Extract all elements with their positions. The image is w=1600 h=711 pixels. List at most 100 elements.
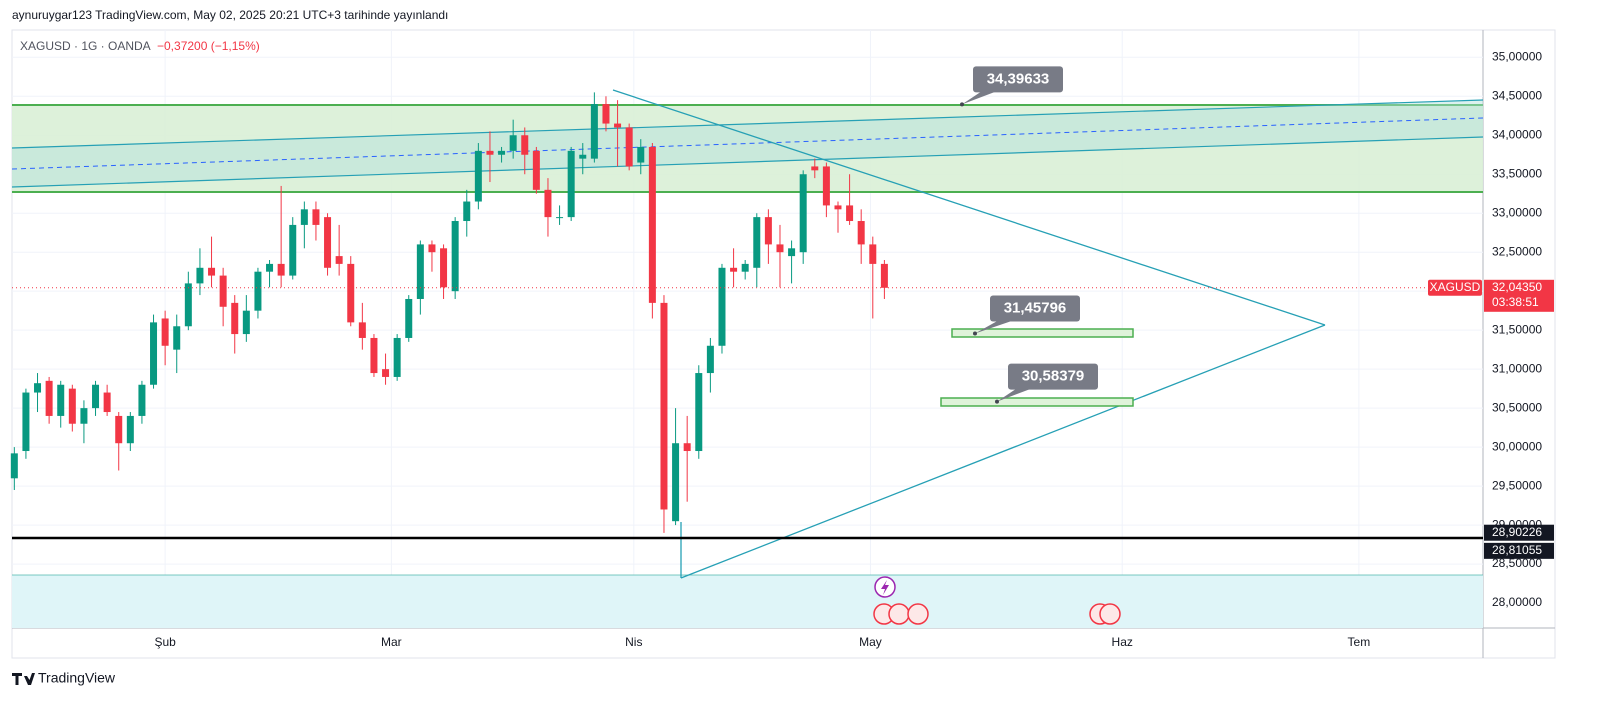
candle-body bbox=[602, 104, 610, 124]
callout-box bbox=[1008, 363, 1098, 390]
candle-body bbox=[730, 267, 738, 272]
triangle-line bbox=[612, 89, 1326, 326]
candle-body bbox=[590, 104, 598, 159]
candle-body bbox=[625, 127, 633, 167]
candle-body bbox=[347, 263, 355, 323]
candle-body bbox=[498, 150, 506, 155]
candle-body bbox=[428, 244, 436, 253]
target-box bbox=[951, 328, 1134, 338]
candle-body bbox=[660, 302, 668, 510]
candle-body bbox=[614, 123, 622, 128]
y-tick-label: 32,50000 bbox=[1492, 244, 1542, 258]
candle-body bbox=[92, 384, 100, 409]
candle-body bbox=[184, 283, 192, 327]
channel-line bbox=[11, 136, 1484, 188]
y-tick-label: 33,50000 bbox=[1492, 166, 1542, 180]
candle-body bbox=[34, 383, 42, 393]
candle-body bbox=[219, 275, 227, 307]
x-tick-label: Mar bbox=[381, 635, 402, 649]
y-tick-label: 30,50000 bbox=[1492, 400, 1542, 414]
y-tick-label: 34,00000 bbox=[1492, 127, 1542, 141]
x-tick-label: Nis bbox=[625, 635, 642, 649]
candle-body bbox=[196, 267, 204, 284]
candle-body bbox=[637, 146, 645, 163]
event-icon-bolt bbox=[881, 580, 889, 595]
candle-body bbox=[231, 302, 239, 335]
candle-body bbox=[788, 248, 796, 257]
candle-body bbox=[173, 326, 181, 350]
candle-body bbox=[869, 244, 877, 264]
drawings bbox=[11, 89, 1484, 628]
candle-body bbox=[57, 384, 65, 416]
last-price-symbol: XAGUSD bbox=[1430, 280, 1481, 294]
level-label: 28,90226 bbox=[1492, 525, 1542, 539]
economic-events[interactable] bbox=[873, 603, 1121, 625]
candle-body bbox=[161, 318, 169, 346]
candle-body bbox=[648, 146, 656, 303]
callout-pointer bbox=[975, 319, 1016, 334]
channel bbox=[12, 100, 1483, 187]
candle-body bbox=[695, 373, 703, 452]
y-tick-label: 28,00000 bbox=[1492, 595, 1542, 609]
candle-body bbox=[672, 443, 680, 522]
candle-body bbox=[440, 248, 448, 288]
last-price-tag bbox=[1428, 279, 1482, 296]
candle-body bbox=[521, 135, 529, 155]
callout-pointer bbox=[997, 387, 1034, 402]
callout-anchor bbox=[960, 102, 964, 107]
candle-body bbox=[544, 189, 552, 218]
y-tick-label: 28,50000 bbox=[1492, 556, 1542, 570]
callout-box bbox=[973, 66, 1063, 93]
last-price-label: 32,04350 bbox=[1492, 280, 1542, 294]
y-tick-label: 34,50000 bbox=[1492, 88, 1542, 102]
y-tick-label: 30,00000 bbox=[1492, 439, 1542, 453]
candle-body bbox=[753, 217, 761, 268]
channel-mid bbox=[11, 117, 1484, 170]
candle-body bbox=[382, 369, 390, 377]
x-tick-label: Haz bbox=[1112, 635, 1133, 649]
channel-line bbox=[11, 99, 1484, 149]
target-box bbox=[940, 397, 1134, 407]
callout-box bbox=[990, 295, 1080, 322]
candle-body bbox=[811, 166, 819, 171]
candle-body bbox=[567, 150, 575, 218]
frame bbox=[11, 29, 1556, 659]
x-tick-label: Tem bbox=[1348, 635, 1371, 649]
callout-label: 31,45796 bbox=[1004, 299, 1067, 316]
candle-body bbox=[706, 345, 714, 374]
candle-body bbox=[776, 244, 784, 253]
candle-body bbox=[358, 322, 366, 338]
candle-body bbox=[266, 263, 274, 272]
candle-body bbox=[242, 310, 250, 335]
y-tick-label: 29,50000 bbox=[1492, 478, 1542, 492]
candle-body bbox=[416, 244, 424, 299]
support-zone bbox=[12, 575, 1483, 628]
candle-body bbox=[556, 217, 564, 219]
candle-body bbox=[579, 154, 587, 159]
candle-body bbox=[370, 337, 378, 374]
candle-body bbox=[764, 217, 772, 245]
level-label-box bbox=[1484, 524, 1554, 541]
candle-body bbox=[451, 221, 459, 292]
brand-logo bbox=[12, 673, 35, 685]
level-label: 28,81055 bbox=[1492, 543, 1542, 557]
candle-body bbox=[532, 150, 540, 190]
candle-body bbox=[45, 380, 53, 416]
candle-body bbox=[208, 267, 216, 276]
callout-label: 30,58379 bbox=[1022, 368, 1085, 385]
brand: TradingView bbox=[38, 670, 116, 686]
candle-body bbox=[10, 453, 18, 479]
level-label-box bbox=[1484, 542, 1554, 559]
candle-body bbox=[683, 443, 691, 452]
candle-body bbox=[126, 415, 134, 444]
countdown: 03:38:51 bbox=[1492, 295, 1539, 309]
candle-body bbox=[393, 337, 401, 377]
candle-body bbox=[289, 224, 297, 276]
y-tick-label: 31,00000 bbox=[1492, 361, 1542, 375]
candle-body bbox=[324, 217, 332, 268]
candle-body bbox=[80, 408, 88, 424]
candle-body bbox=[300, 209, 308, 225]
candle-body bbox=[509, 135, 517, 151]
callout-anchor bbox=[995, 399, 999, 404]
